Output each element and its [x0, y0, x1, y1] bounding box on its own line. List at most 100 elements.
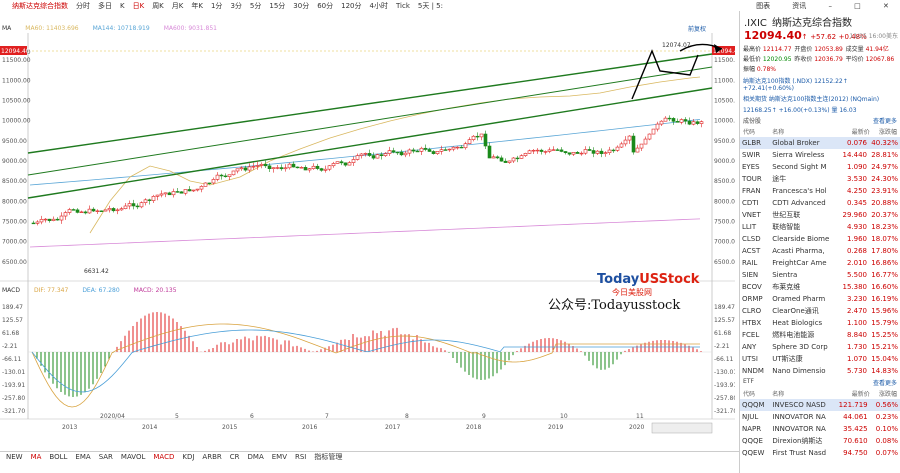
cell-code: QQQM — [740, 399, 771, 411]
cell-name: Acasti Pharma, — [772, 247, 825, 255]
period-tab-12[interactable]: 60分 — [317, 1, 334, 10]
table-row[interactable]: VNET 世纪互联 29.960 20.37% — [740, 209, 900, 221]
table-row[interactable]: EYES Second Sight M 1.090 24.97% — [740, 161, 900, 173]
candle-body — [195, 188, 200, 191]
table-row[interactable]: GLBR Global Broker 0.076 40.32% — [740, 137, 900, 149]
table-row[interactable]: LLIT 联络智能 4.930 18.23% — [740, 221, 900, 233]
candle-body — [475, 135, 480, 138]
related-quote-0[interactable]: 纳斯达克100指数 (.NDX) 12152.22↑ +72.41(+0.60%… — [743, 78, 848, 92]
period-tab-14[interactable]: 4小时 — [369, 1, 388, 10]
candle-body — [647, 133, 652, 140]
indicator-tab-macd[interactable]: MACD — [153, 453, 175, 461]
table-row[interactable]: ANY Sphere 3D Corp 1.730 15.21% — [740, 341, 900, 353]
period-tab-10[interactable]: 15分 — [269, 1, 286, 10]
period-tab-11[interactable]: 30分 — [293, 1, 310, 10]
table-row[interactable]: CLRO ClearOne通讯 2.470 15.96% — [740, 305, 900, 317]
candle-body — [411, 149, 416, 152]
indicator-tab-mavol[interactable]: MAVOL — [120, 453, 146, 461]
window-control-0[interactable]: – — [828, 1, 832, 10]
period-tab-7[interactable]: 1分 — [210, 1, 223, 10]
candle-body — [91, 208, 96, 212]
right-tab-1[interactable]: 资讯 — [792, 1, 807, 10]
table-row[interactable]: CDTI CDTI Advanced 0.345 20.88% — [740, 197, 900, 209]
cell-name: FreightCar Ame — [772, 259, 827, 267]
indicator-tab-ma[interactable]: MA — [30, 453, 42, 461]
chart-area[interactable]: 12094.40 12094.40 11500.00 11500.00 11000.00… — [0, 11, 743, 451]
indicator-tab-arbr[interactable]: ARBR — [202, 453, 222, 461]
macd-legend-item: DEA: 67.280 — [82, 287, 120, 294]
indicator-tab-sar[interactable]: SAR — [98, 453, 113, 461]
indicator-tab-dma[interactable]: DMA — [247, 453, 264, 461]
candle-body — [583, 149, 588, 154]
macd-y-label: -2.21 — [2, 343, 18, 350]
candle-body — [451, 146, 456, 150]
period-tab-15[interactable]: Tick — [395, 1, 410, 10]
table-row[interactable]: FRAN Francesca's Hol 4.250 23.91% — [740, 185, 900, 197]
indicator-tab-emv[interactable]: EMV — [271, 453, 287, 461]
period-tab-6[interactable]: 年K — [191, 1, 203, 10]
period-tab-4[interactable]: 周K — [152, 1, 164, 10]
candle-body — [655, 123, 660, 130]
table-row[interactable]: CLSD Clearside Biome 1.960 18.07% — [740, 233, 900, 245]
table-row[interactable]: QQEW First Trust Nasd 94.750 0.07% — [740, 447, 900, 459]
indicator-tab-new[interactable]: NEW — [6, 453, 23, 461]
period-tab-1[interactable]: 多日 — [98, 1, 112, 10]
window-control-2[interactable]: ✕ — [882, 1, 889, 10]
period-tab-2[interactable]: K — [120, 1, 125, 10]
indicator-tab-boll[interactable]: BOLL — [49, 453, 68, 461]
table-row[interactable]: NNDM Nano Dimensio 5.730 14.83% — [740, 365, 900, 377]
period-tab-3[interactable]: 日K — [132, 1, 145, 10]
candle-body — [435, 151, 440, 154]
cell-change: 20.37% — [871, 211, 898, 219]
indicator-tab-kdj[interactable]: KDJ — [182, 453, 195, 461]
table-row[interactable]: TOUR 途牛 3.530 24.30% — [740, 173, 900, 185]
cell-price: 8.840 — [846, 331, 868, 339]
candle-body — [123, 205, 128, 209]
indicator-tab-指标管理[interactable]: 指标管理 — [314, 453, 343, 461]
year-label: 2020 — [629, 424, 644, 431]
indicator-tab-ema[interactable]: EMA — [75, 453, 91, 461]
indicator-tab-rsi[interactable]: RSI — [295, 453, 307, 461]
right-tab-0[interactable]: 图表 — [756, 1, 771, 10]
candle-body — [623, 139, 628, 145]
table-row[interactable]: SWIR Sierra Wireless 14.440 28.81% — [740, 149, 900, 161]
table-row[interactable]: ORMP Oramed Pharm 3.230 16.19% — [740, 293, 900, 305]
table-row[interactable]: HTBX Heat Biologics 1.100 15.79% — [740, 317, 900, 329]
macd-y-label: -257.80 — [2, 395, 25, 402]
period-tab-0[interactable]: 分时 — [76, 1, 90, 10]
table-row[interactable]: ACST Acasti Pharma, 0.268 17.80% — [740, 245, 900, 257]
macd-legend-item: DIF: 77.347 — [34, 287, 69, 294]
period-tab-8[interactable]: 3分 — [230, 1, 242, 10]
table-row[interactable]: QQQM INVESCO NASD 121.719 0.56% — [740, 399, 900, 411]
related-quote-2[interactable]: 12168.25↑ +16.00(+0.13%) 量 16.03 — [743, 107, 857, 114]
table-row[interactable]: RAIL FreightCar Ame 2.010 16.86% — [740, 257, 900, 269]
table-row[interactable]: BCOV 布莱克维 15.380 16.60% — [740, 281, 900, 293]
period-tab-13[interactable]: 120分 — [341, 1, 362, 10]
table-row[interactable]: SIEN Sientra 5.500 16.77% — [740, 269, 900, 281]
etf-more-link[interactable]: 查看更多 — [872, 380, 897, 387]
indicator-tab-cr[interactable]: CR — [229, 453, 240, 461]
candle-body — [599, 150, 604, 154]
related-quote-1[interactable]: 相关期货 纳斯达克100指数主连(2012) (NQmain) — [743, 96, 880, 103]
y-tick-label: 7500.00 — [2, 219, 27, 226]
cell-name: Sphere 3D Corp — [772, 343, 828, 351]
year-label: 2016 — [302, 424, 317, 431]
table-row[interactable]: QQQE Direxion纳斯达 70.610 0.08% — [740, 435, 900, 447]
table-row[interactable]: UTSI UT斯达康 1.070 15.04% — [740, 353, 900, 365]
y-tick-label-right: 6500.00 — [714, 259, 735, 266]
candle-body — [691, 121, 696, 125]
y-tick-label: 6500.00 — [2, 259, 27, 266]
table-row[interactable]: NJUL INNOVATOR NA 44.061 0.23% — [740, 411, 900, 423]
candle-body — [139, 202, 144, 208]
period-tab-16[interactable]: 5天 | 5: — [417, 1, 443, 10]
kline-chart[interactable]: 12094.40 12094.40 11500.00 11500.00 11000.00… — [0, 11, 743, 451]
related-quotes[interactable]: 纳斯达克100指数 (.NDX) 12152.22↑ +72.41(+0.60%… — [740, 75, 900, 115]
cell-name: Clearside Biome — [772, 235, 830, 243]
more-link[interactable]: 查看更多 — [872, 118, 897, 125]
window-control-1[interactable]: □ — [854, 1, 861, 10]
period-tab-5[interactable]: 月K — [171, 1, 184, 10]
scroll-area[interactable] — [0, 462, 740, 473]
table-row[interactable]: NAPR INNOVATOR NA 35.425 0.10% — [740, 423, 900, 435]
table-row[interactable]: FCEL 燃料电池能源 8.840 15.25% — [740, 329, 900, 341]
period-tab-9[interactable]: 5分 — [249, 1, 262, 10]
